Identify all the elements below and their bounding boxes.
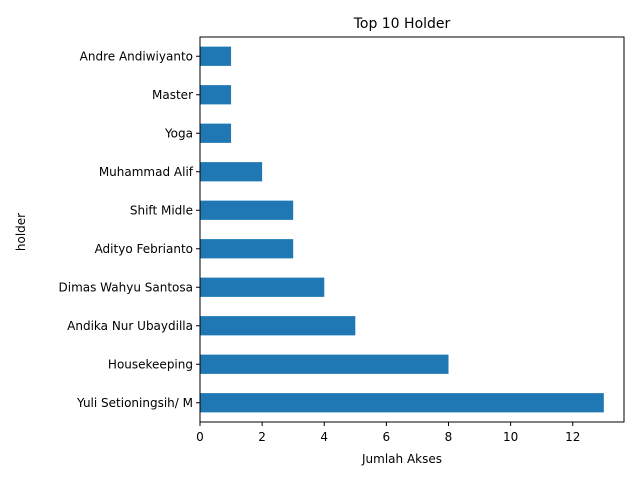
bar: [200, 162, 263, 182]
bar: [200, 393, 604, 413]
y-tick-label: Adityo Febrianto: [95, 242, 193, 256]
y-tick-label: Muhammad Alif: [99, 165, 194, 179]
y-tick-label: Housekeeping: [108, 357, 193, 371]
bar: [200, 85, 232, 105]
bar: [200, 277, 325, 297]
bar: [200, 200, 294, 220]
bar: [200, 123, 232, 143]
bar: [200, 354, 449, 374]
y-tick-label: Yoga: [164, 126, 193, 140]
x-tick-label: 10: [503, 430, 518, 444]
plot-frame: [199, 36, 625, 423]
y-tick-label: Andre Andiwiyanto: [80, 49, 193, 63]
y-tick-label: Shift Midle: [130, 203, 193, 217]
chart-title: Top 10 Holder: [353, 16, 451, 32]
x-axis-ticks: 0 2 4 6 8 10 12: [196, 422, 580, 444]
bar: [200, 316, 356, 336]
x-tick-label: 8: [445, 430, 453, 444]
y-tick-label: Yuli Setioningsih/ M: [76, 396, 193, 410]
y-axis-ticks: Yuli Setioningsih/ M Housekeeping Andika N…: [59, 49, 200, 410]
x-axis-label: Jumlah Akses: [361, 452, 442, 466]
x-tick-label: 4: [320, 430, 328, 444]
y-tick-label: Master: [152, 88, 193, 102]
bar: [200, 46, 232, 66]
y-axis-label: holder: [14, 213, 28, 251]
x-tick-label: 2: [258, 430, 266, 444]
bar: [200, 239, 294, 259]
y-tick-label: Dimas Wahyu Santosa: [59, 280, 194, 294]
y-tick-label: Andika Nur Ubaydilla: [67, 319, 193, 333]
x-tick-label: 12: [565, 430, 580, 444]
x-tick-label: 6: [383, 430, 391, 444]
bars-group: [200, 46, 604, 413]
x-tick-label: 0: [196, 430, 204, 444]
